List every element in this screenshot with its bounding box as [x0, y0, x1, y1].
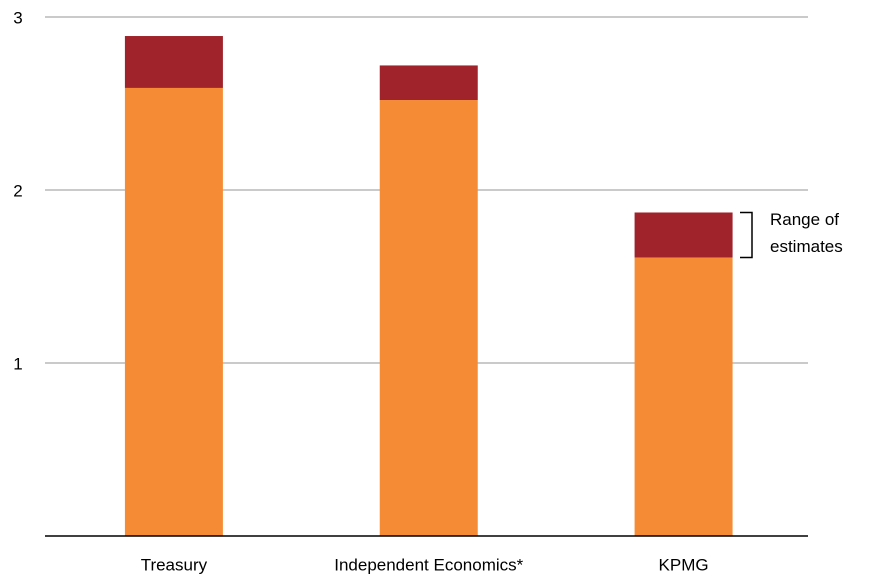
bar-segment [124, 36, 223, 88]
bar-segment [634, 212, 733, 258]
y-tick-label: 2 [13, 181, 22, 200]
y-tick-label: 3 [13, 8, 22, 27]
x-tick-label: Treasury [141, 555, 208, 574]
bar-segment [124, 87, 223, 537]
annotation: estimates [770, 237, 843, 256]
bar-segment [379, 65, 478, 101]
y-tick-label: 1 [13, 354, 22, 373]
x-tick-label: KPMG [659, 555, 709, 574]
bracket [740, 211, 753, 259]
bar-segment [379, 100, 478, 536]
x-tick-label: Independent Economics* [334, 555, 523, 574]
annotation: Range of [770, 210, 839, 229]
bar-segment [634, 257, 733, 536]
